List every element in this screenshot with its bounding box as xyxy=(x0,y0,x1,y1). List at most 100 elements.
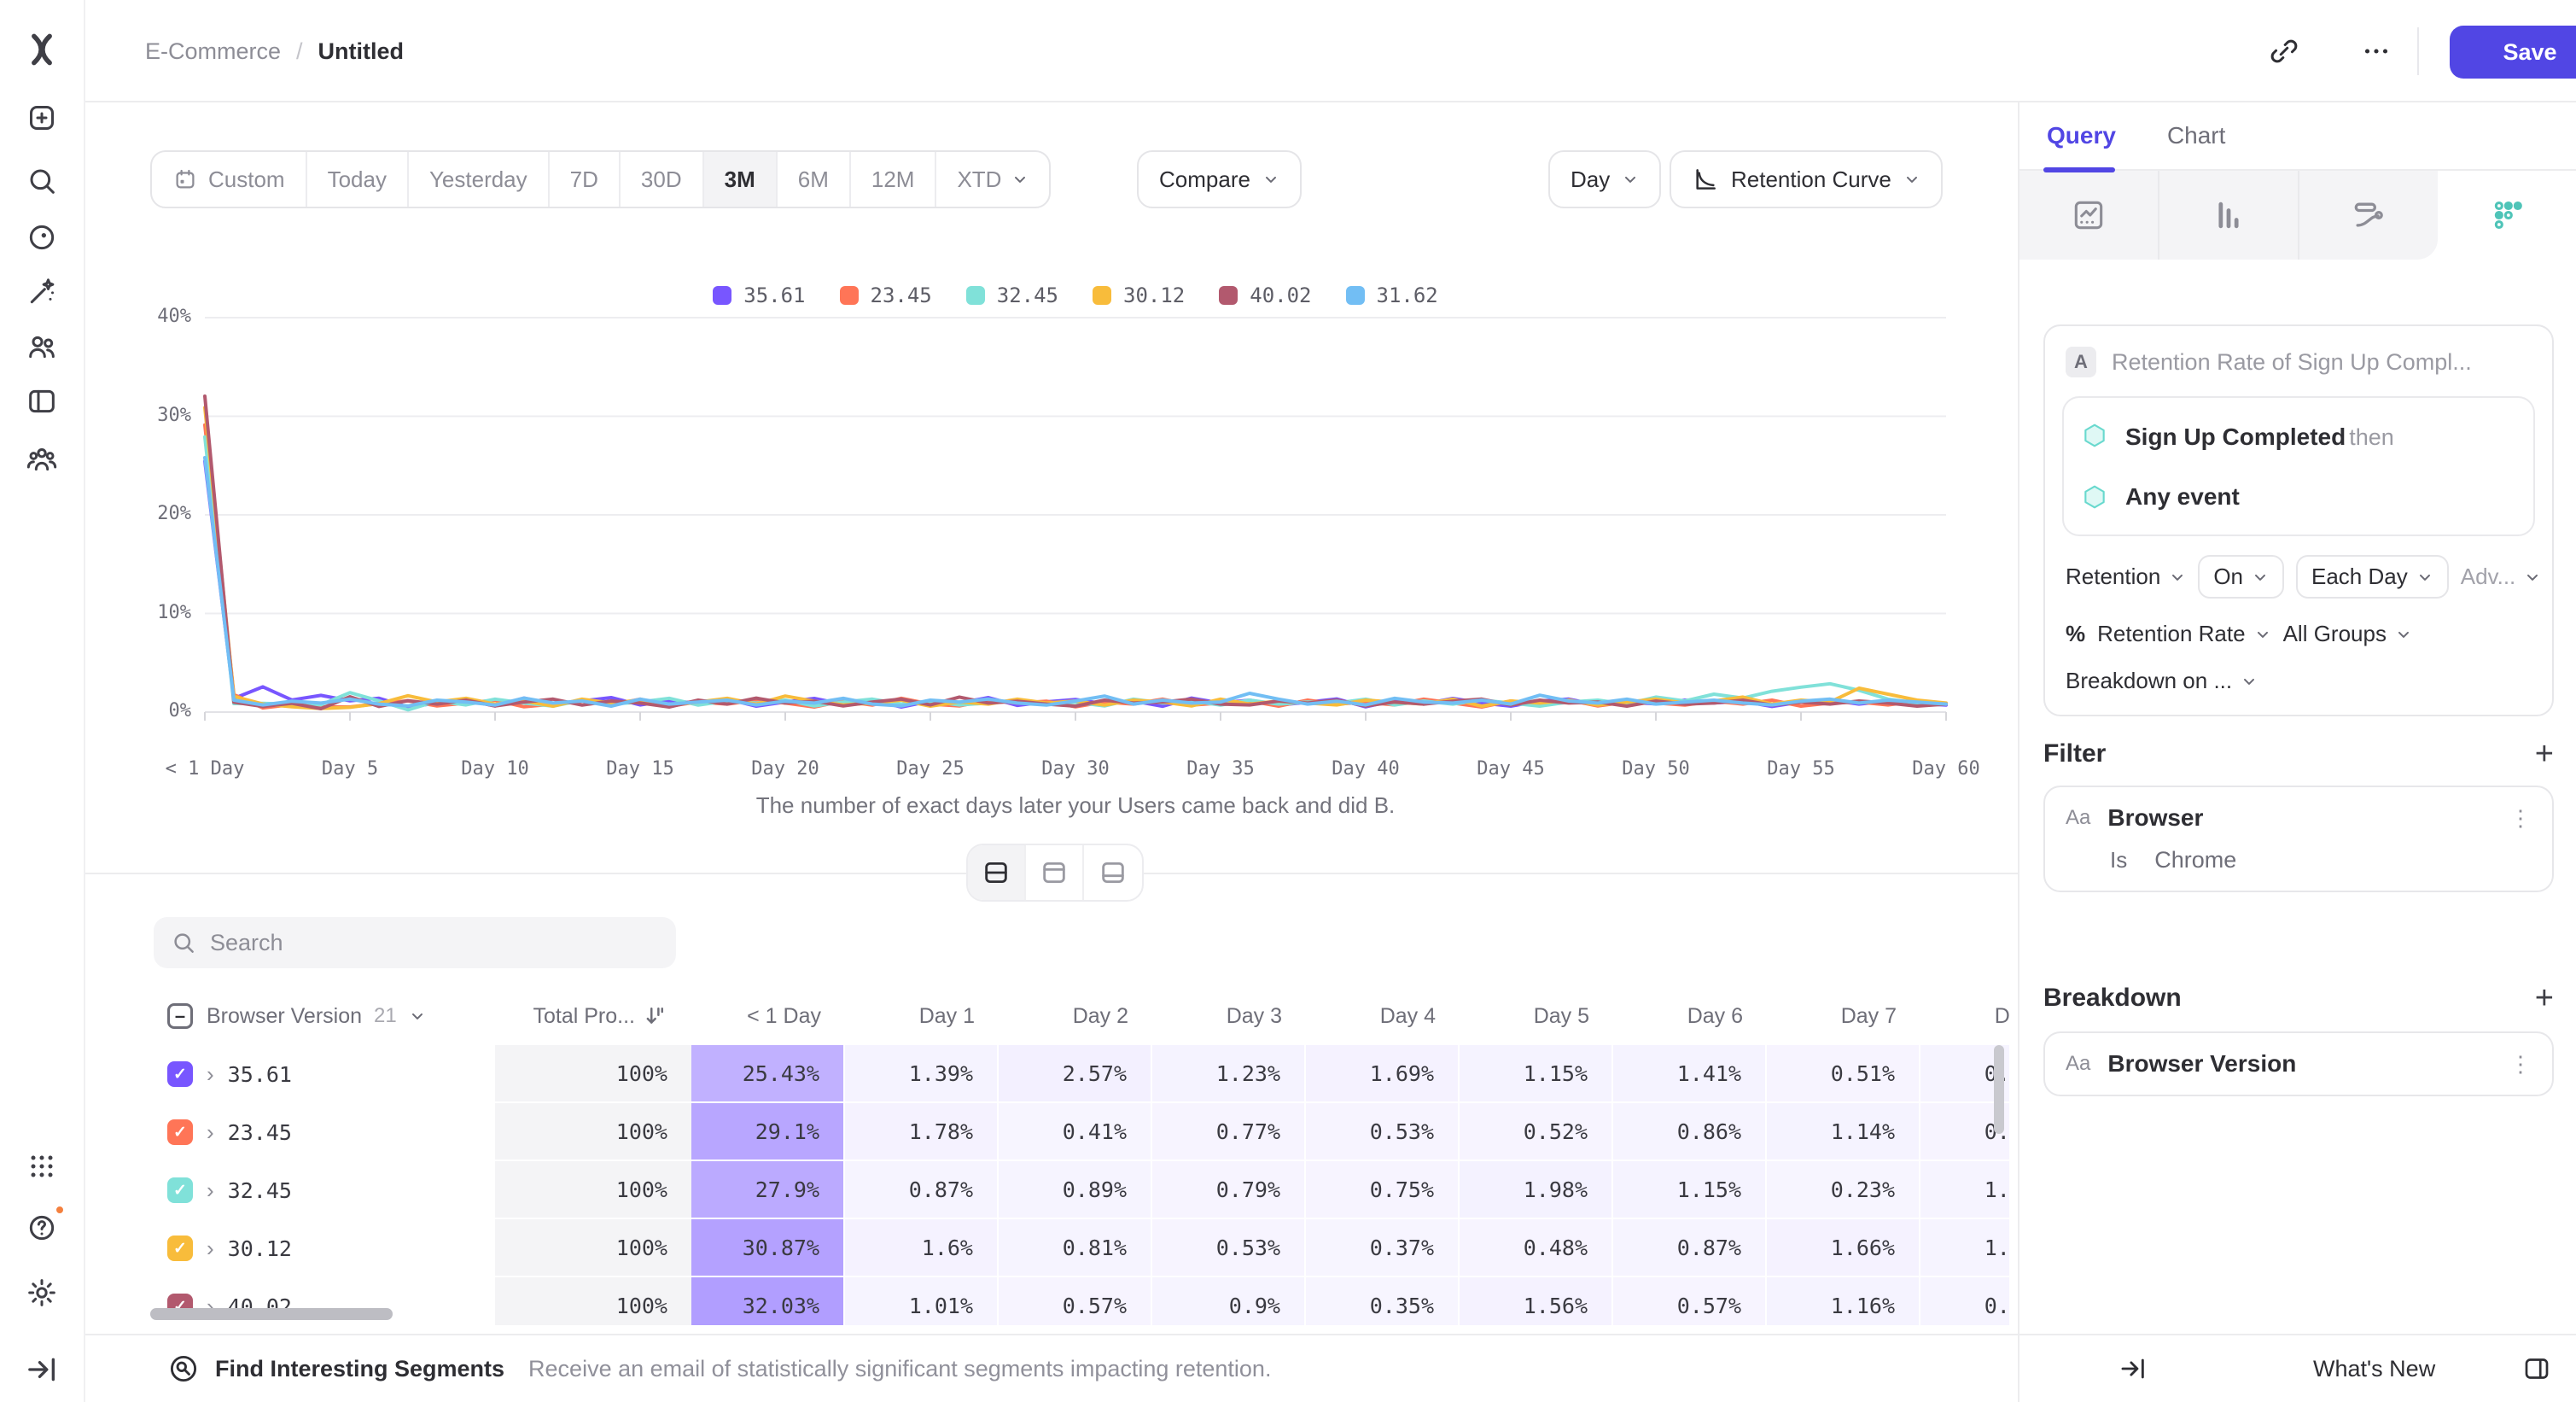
retention-type-dropdown[interactable]: Retention xyxy=(2066,564,2186,590)
tab-chart[interactable]: Chart xyxy=(2166,122,2226,149)
breadcrumb-project[interactable]: E-Commerce xyxy=(145,38,282,64)
each-day-dropdown[interactable]: Each Day xyxy=(2296,555,2449,599)
horizontal-scrollbar[interactable] xyxy=(150,1308,393,1320)
whats-new-link[interactable]: What's New xyxy=(2313,1355,2436,1382)
notification-dot xyxy=(54,1204,66,1216)
table-row[interactable]: ✓ › 40.02 100% 32.03% 1.01% 0.57% 0.9% 0.35% 1.56… xyxy=(154,1277,2009,1325)
collapse-panel-icon[interactable] xyxy=(2118,1354,2148,1383)
search-icon[interactable] xyxy=(21,161,62,202)
row-expand-icon[interactable]: › xyxy=(207,1177,214,1203)
row-expand-icon[interactable]: › xyxy=(207,1294,214,1319)
legend-item[interactable]: 40.02 xyxy=(1219,283,1312,307)
kebab-menu-icon[interactable]: ⋮ xyxy=(2509,1050,2532,1077)
chart-type-dropdown[interactable]: Retention Curve xyxy=(1670,150,1943,208)
create-icon[interactable] xyxy=(21,97,62,138)
filter-value[interactable]: Chrome xyxy=(2154,847,2237,873)
breakdown-on-dropdown[interactable]: Breakdown on ... xyxy=(2066,668,2258,694)
row-checkbox[interactable]: ✓ xyxy=(167,1119,193,1145)
range-30d[interactable]: 30D xyxy=(621,152,704,207)
range-7d[interactable]: 7D xyxy=(550,152,621,207)
settings-gear-icon[interactable] xyxy=(21,1272,62,1313)
users-icon[interactable] xyxy=(21,326,62,367)
chevron-down-icon xyxy=(2252,569,2269,586)
legend-item[interactable]: 35.61 xyxy=(713,283,806,307)
tab-query[interactable]: Query xyxy=(2047,122,2116,149)
help-icon[interactable] xyxy=(21,1204,66,1248)
filter-property[interactable]: Browser xyxy=(2107,804,2204,831)
explore-icon[interactable] xyxy=(21,217,62,258)
legend-item[interactable]: 23.45 xyxy=(839,283,932,307)
table-row[interactable]: ✓ › 35.61 100% 25.43% 1.39% 2.57% 1.23% 1.69% 1.1… xyxy=(154,1045,2009,1103)
retention-cell: 1.02% xyxy=(1920,1219,2009,1277)
insights-line-icon[interactable] xyxy=(2019,171,2159,260)
funnels-bars-icon[interactable] xyxy=(2159,171,2299,260)
sidebar-collapse-icon[interactable] xyxy=(21,1349,62,1390)
row-checkbox[interactable]: ✓ xyxy=(167,1177,193,1203)
add-breakdown-button[interactable]: + xyxy=(2534,980,2554,1016)
layout-chart-only[interactable] xyxy=(1026,845,1084,900)
active-tab-underline xyxy=(2043,167,2115,172)
range-today[interactable]: Today xyxy=(307,152,409,207)
legend-item[interactable]: 31.62 xyxy=(1345,283,1438,307)
breadcrumb-page-title[interactable]: Untitled xyxy=(318,38,405,64)
boards-icon[interactable] xyxy=(21,381,62,422)
table-row[interactable]: ✓ › 32.45 100% 27.9% 0.87% 0.89% 0.79% 0.75% 1.98… xyxy=(154,1161,2009,1219)
compare-button[interactable]: Compare xyxy=(1137,150,1302,208)
kebab-menu-icon[interactable]: ⋮ xyxy=(2509,804,2532,831)
find-segments-link[interactable]: Find Interesting Segments xyxy=(215,1355,505,1382)
save-button[interactable]: Save xyxy=(2450,26,2576,79)
select-all-checkbox[interactable]: – xyxy=(167,1003,193,1029)
range-yesterday[interactable]: Yesterday xyxy=(409,152,550,207)
layout-split-view[interactable] xyxy=(968,845,1026,900)
retention-cell: 0.35% xyxy=(1306,1277,1460,1325)
table-row[interactable]: ✓ › 23.45 100% 29.1% 1.78% 0.41% 0.77% 0.53% 0.52… xyxy=(154,1103,2009,1161)
series-line-35.61 xyxy=(203,459,1948,710)
query-title[interactable]: Retention Rate of Sign Up Compl... xyxy=(2112,348,2472,375)
event-step-1[interactable]: Sign Up Completed then xyxy=(2064,405,2533,466)
total-header-cell[interactable]: Total Pro... xyxy=(495,1003,691,1029)
range-6m[interactable]: 6M xyxy=(778,152,851,207)
retention-cell: 0.79% xyxy=(1152,1161,1306,1219)
day-header-cell: Day 5 xyxy=(1460,1003,1613,1029)
panel-toggle-icon[interactable] xyxy=(2521,1353,2552,1384)
retention-dots-icon[interactable] xyxy=(2438,171,2576,260)
apps-grid-icon[interactable] xyxy=(21,1146,62,1187)
ai-assist-icon[interactable] xyxy=(21,272,62,313)
row-checkbox[interactable]: ✓ xyxy=(167,1236,193,1261)
range-12m[interactable]: 12M xyxy=(851,152,937,207)
retention-cell: 1.14% xyxy=(1767,1103,1920,1161)
breakdown-property[interactable]: Browser Version xyxy=(2107,1050,2297,1077)
add-filter-button[interactable]: + xyxy=(2534,736,2554,772)
breadcrumb: E-Commerce / Untitled xyxy=(145,0,404,102)
event-step-2[interactable]: Any event xyxy=(2064,466,2533,528)
group-header-cell[interactable]: – Browser Version 21 xyxy=(154,1003,495,1029)
range-3m[interactable]: 3M xyxy=(703,152,778,207)
retention-cell: 1.56% xyxy=(1460,1277,1613,1325)
row-expand-icon[interactable]: › xyxy=(207,1119,214,1145)
table-row[interactable]: ✓ › 30.12 100% 30.87% 1.6% 0.81% 0.53% 0.37% 0.48… xyxy=(154,1219,2009,1277)
on-dropdown[interactable]: On xyxy=(2198,555,2284,599)
legend-item[interactable]: 30.12 xyxy=(1093,283,1185,307)
row-expand-icon[interactable]: › xyxy=(207,1061,214,1087)
legend-item[interactable]: 32.45 xyxy=(965,283,1058,307)
groups-dropdown[interactable]: All Groups xyxy=(2283,621,2412,647)
advanced-dropdown[interactable]: Adv... xyxy=(2461,564,2542,590)
chevron-down-icon xyxy=(2416,569,2433,586)
share-link-icon[interactable] xyxy=(2262,29,2306,73)
range-xtd[interactable]: XTD xyxy=(936,152,1049,207)
vertical-scrollbar[interactable] xyxy=(1994,1045,2004,1134)
row-checkbox[interactable]: ✓ xyxy=(167,1061,193,1087)
search-input[interactable] xyxy=(210,929,659,956)
granularity-dropdown[interactable]: Day xyxy=(1548,150,1662,208)
flows-icon[interactable] xyxy=(2299,171,2438,260)
cohorts-icon[interactable] xyxy=(21,439,62,480)
more-options-icon[interactable] xyxy=(2354,29,2398,73)
legend-swatch xyxy=(1093,286,1111,305)
metric-dropdown[interactable]: Retention Rate xyxy=(2097,621,2270,647)
x-axis-label: Day 40 xyxy=(1332,758,1400,780)
range-custom[interactable]: Custom xyxy=(152,152,307,207)
layout-table-only[interactable] xyxy=(1084,845,1142,900)
row-expand-icon[interactable]: › xyxy=(207,1236,214,1261)
filter-operator[interactable]: Is xyxy=(2110,847,2128,873)
mixpanel-logo-icon[interactable] xyxy=(21,29,62,70)
